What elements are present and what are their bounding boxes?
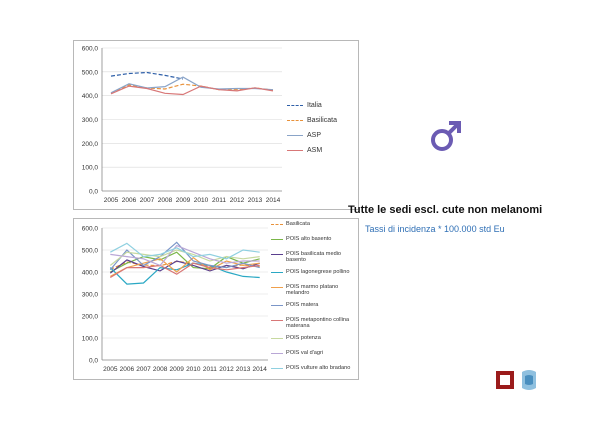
legend-item: POIS matera [271,302,357,311]
x-tick-label: 2007 [140,197,155,204]
x-tick-label: 2014 [266,197,281,204]
x-tick-label: 2006 [120,366,135,373]
legend-label: POIS val d'agri [286,350,324,356]
legend-swatch [287,135,303,136]
y-tick-label: 0,0 [89,358,98,365]
y-tick-label: 300,0 [82,117,99,124]
slide-subtitle: Tassi di incidenza * 100.000 std Eu [365,224,505,234]
x-tick-label: 2005 [103,366,118,373]
legend-swatch [271,338,283,339]
x-tick-label: 2013 [236,366,251,373]
legend-swatch [287,150,303,151]
legend-label: POIS lagonegrese pollino [286,269,350,275]
x-tick-label: 2011 [203,366,217,373]
y-tick-label: 600,0 [82,226,99,233]
legend-item: Basilicata [287,113,337,128]
legend-label: Basilicata [286,221,310,227]
legend-label: POIS vulture alto bradano [286,365,351,371]
legend-item: POIS vulture alto bradano [271,365,357,374]
chart2-legend: Basilicata POIS alto basento POIS basilica… [271,221,357,380]
x-tick-label: 2008 [158,197,173,204]
legend-label: Italia [307,102,322,109]
legend-item: Italia [287,98,337,113]
y-tick-label: 100,0 [82,336,99,343]
legend-label: ASM [307,147,323,154]
y-tick-label: 600,0 [82,46,99,53]
legend-item: ASP [287,128,337,143]
legend-label: ASP [307,132,322,139]
legend-swatch [271,368,283,369]
y-tick-label: 0,0 [89,189,98,196]
x-tick-label: 2005 [104,197,119,204]
x-tick-label: 2008 [153,366,168,373]
legend-swatch [271,224,283,225]
series-line-3 [109,262,260,285]
x-tick-label: 2010 [186,366,201,373]
x-tick-label: 2013 [248,197,263,204]
x-tick-label: 2012 [219,366,234,373]
x-tick-label: 2010 [194,197,209,204]
x-tick-label: 2009 [176,197,191,204]
legend-label: Basilicata [307,117,337,124]
y-tick-label: 500,0 [82,69,99,76]
legend-swatch [287,120,303,121]
series-line-2 [109,259,260,274]
y-tick-label: 300,0 [82,292,99,299]
y-tick-label: 400,0 [82,270,99,277]
series-line-6 [109,262,260,279]
legend-label: POIS basilicata medio basento [286,251,342,263]
x-tick-label: 2007 [136,366,151,373]
legend-item: POIS val d'agri [271,350,357,359]
y-tick-label: 500,0 [82,248,99,255]
x-tick-label: 2012 [230,197,245,204]
series-line-8 [110,244,260,267]
legend-swatch [271,287,283,288]
x-tick-label: 2014 [252,366,267,373]
legend-item: POIS lagonegrese pollino [271,269,357,278]
y-tick-label: 400,0 [82,93,99,100]
legend-label: POIS metapontino collina materana [286,317,350,329]
legend-swatch [271,272,283,273]
slide-title: Tutte le sedi escl. cute non melanomi [348,204,543,216]
legend-label: POIS potenza [286,335,321,341]
chart1-legend: Italia Basilicata ASP ASM [287,98,337,158]
legend-swatch [287,105,303,106]
legend-label: POIS marmo platano melandro [286,284,339,296]
legend-item: POIS marmo platano melandro [271,284,357,296]
series-line-3 [110,85,274,96]
legend-item: ASM [287,143,337,158]
legend-swatch [271,320,283,321]
chart-total-incidence-districts: 0,0 100,0 200,0 300,0 400,0 500,0 600,0 2005 200… [73,218,359,380]
partner-logo [522,370,536,390]
series-line-2 [110,76,274,94]
legend-item: POIS metapontino collina materana [271,317,357,329]
legend-swatch [271,305,283,306]
y-tick-label: 200,0 [82,141,99,148]
male-symbol-icon [431,121,461,151]
chart-total-incidence-regional: 0,0 100,0 200,0 300,0 400,0 500,0 600,0 2005 200… [73,40,359,210]
series-line-4 [110,256,260,277]
legend-label: POIS alto basento [286,236,332,242]
x-tick-label: 2009 [169,366,184,373]
legend-label: POIS matera [286,302,319,308]
legend-item: POIS basilicata medio basento [271,251,357,263]
y-tick-label: 200,0 [82,314,99,321]
legend-swatch [271,353,283,354]
legend-swatch [271,254,283,255]
legend-item: POIS alto basento [271,236,357,245]
x-tick-label: 2006 [122,197,137,204]
registry-logo [496,371,514,389]
series-line-1 [110,251,260,273]
legend-item: POIS potenza [271,335,357,344]
series-line-0 [110,71,184,80]
x-tick-label: 2011 [212,197,226,204]
y-tick-label: 100,0 [82,165,99,172]
series-line-9 [110,242,260,260]
legend-swatch [271,239,283,240]
legend-item: Basilicata [271,221,357,230]
